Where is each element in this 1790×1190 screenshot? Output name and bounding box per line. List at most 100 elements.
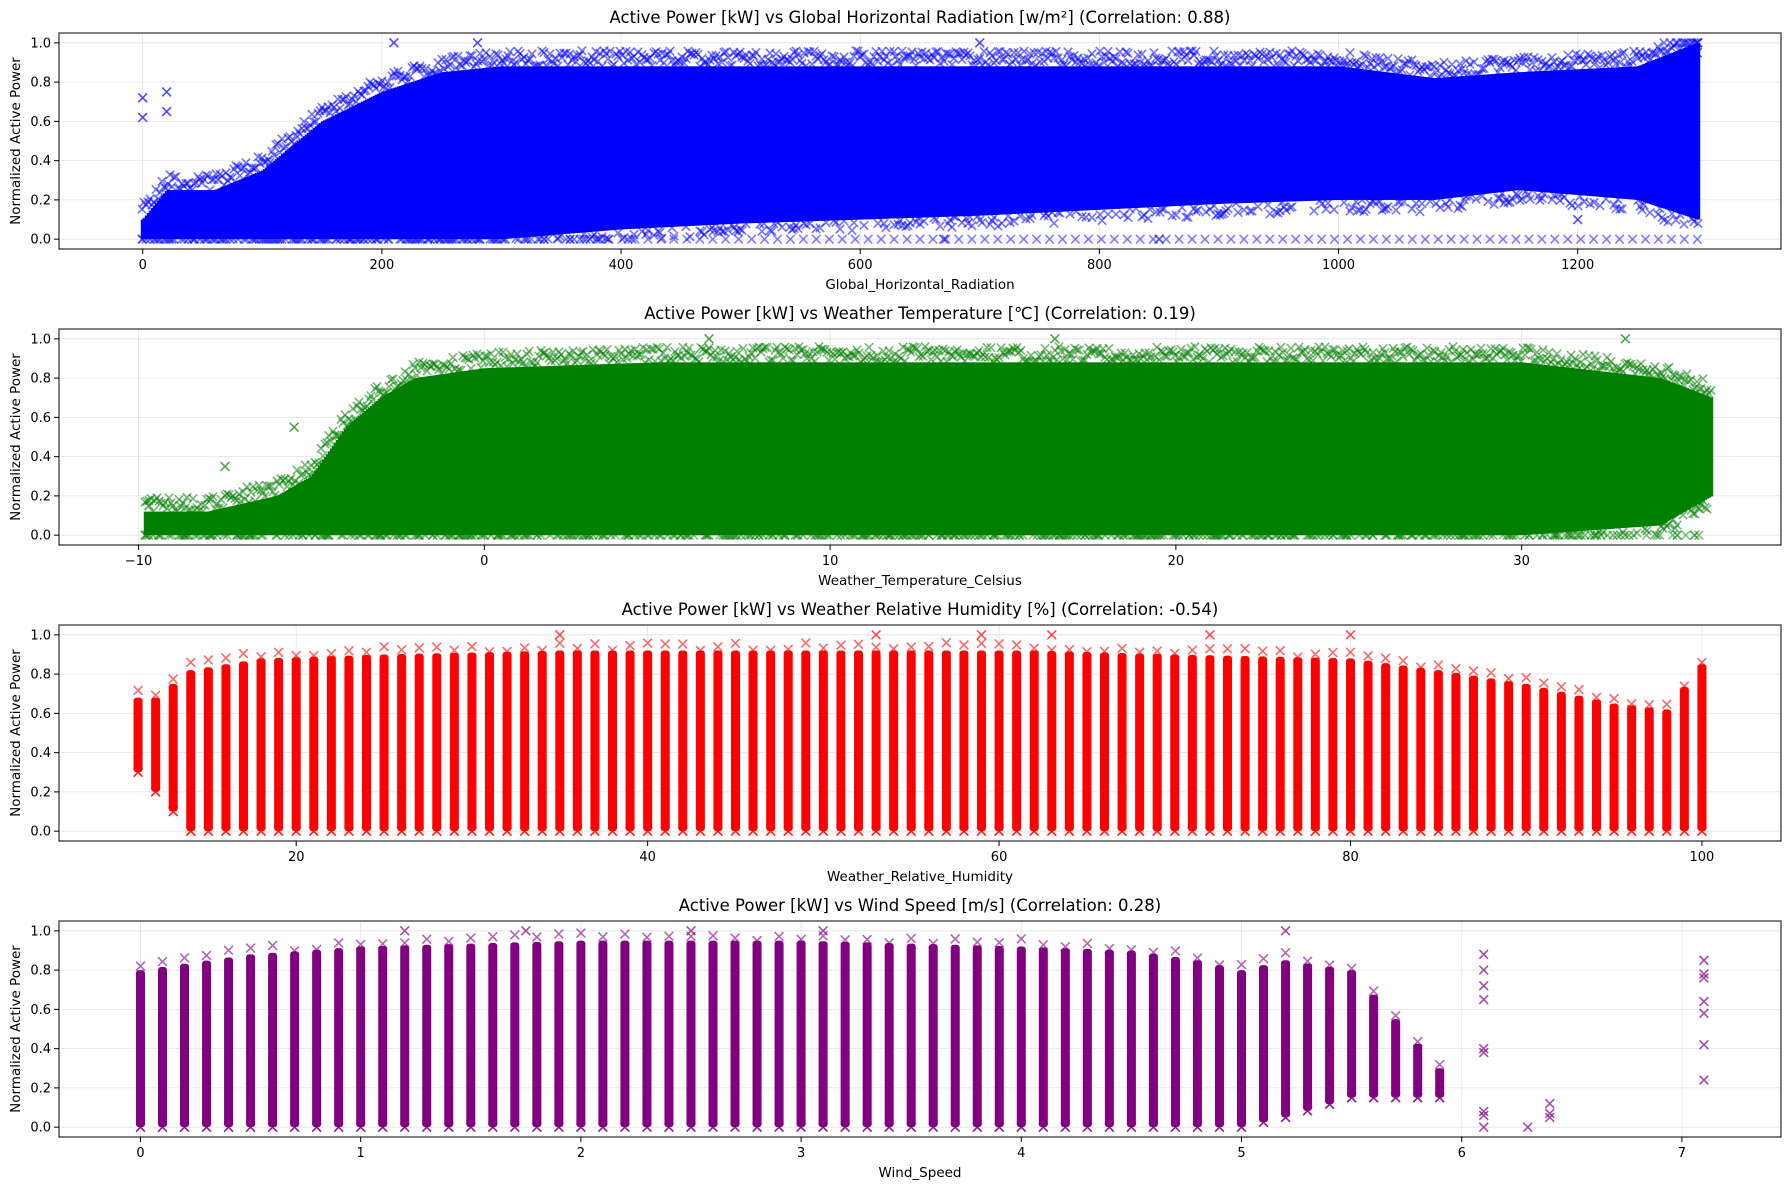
- point-density-column: [1267, 362, 1272, 536]
- point-density-column: [1185, 362, 1190, 536]
- data-point: [793, 49, 803, 60]
- data-point: [1082, 938, 1093, 949]
- data-point: [1309, 55, 1319, 65]
- point-density-column: [1309, 362, 1314, 536]
- point-density-column: [620, 66, 625, 230]
- data-point: [1190, 341, 1200, 352]
- data-point: [649, 530, 660, 540]
- point-density-stripe: [1391, 1019, 1401, 1098]
- point-density-column: [488, 67, 493, 240]
- point-density-stripe: [344, 655, 354, 832]
- point-density-column: [1283, 362, 1288, 536]
- data-point: [1433, 234, 1443, 244]
- data-point: [1591, 826, 1602, 837]
- point-density-stripe: [356, 946, 366, 1128]
- point-density-column: [963, 362, 968, 536]
- data-point: [355, 939, 366, 950]
- point-density-column: [804, 66, 809, 222]
- point-density-column: [219, 508, 224, 536]
- point-density-column: [263, 498, 268, 536]
- point-density-column: [1321, 362, 1326, 536]
- point-density-column: [1462, 76, 1467, 197]
- point-density-column: [511, 367, 516, 536]
- data-point: [1698, 972, 1709, 983]
- point-density-column: [749, 362, 754, 536]
- data-point: [1661, 699, 1672, 710]
- point-density-column: [923, 362, 928, 536]
- data-point: [1005, 234, 1016, 244]
- point-density-column: [279, 493, 284, 536]
- data-point: [1049, 53, 1059, 63]
- point-density-column: [469, 370, 474, 536]
- data-point: [643, 234, 653, 244]
- point-density-column: [1204, 66, 1209, 205]
- point-density-column: [1269, 362, 1274, 536]
- data-point: [571, 530, 581, 540]
- point-density-column: [598, 66, 603, 232]
- point-density-stripe: [1170, 654, 1180, 832]
- point-density-column: [1411, 362, 1416, 536]
- data-point: [1417, 198, 1427, 209]
- point-density-column: [1331, 362, 1336, 536]
- data-point: [1169, 826, 1180, 837]
- point-density-column: [677, 362, 682, 536]
- data-point: [333, 1122, 344, 1133]
- point-density-column: [391, 390, 396, 536]
- point-density-column: [618, 66, 623, 230]
- point-density-column: [1508, 72, 1513, 192]
- point-density-column: [201, 511, 206, 536]
- data-point: [1694, 384, 1704, 394]
- point-density-column: [1494, 73, 1499, 193]
- data-point: [921, 48, 931, 58]
- point-density-column: [142, 217, 147, 240]
- point-density-column: [1351, 362, 1356, 536]
- point-density-column: [600, 66, 605, 231]
- data-point: [1171, 210, 1181, 220]
- point-density-column: [540, 66, 545, 236]
- point-density-column: [651, 362, 656, 536]
- data-point: [948, 351, 958, 362]
- grid: [59, 921, 1781, 1137]
- point-density-column: [187, 511, 192, 536]
- point-density-column: [858, 66, 863, 220]
- data-point: [1634, 365, 1644, 375]
- point-density-column: [1390, 72, 1395, 200]
- point-density-column: [1084, 66, 1089, 211]
- data-point: [780, 530, 790, 540]
- point-density-column: [584, 66, 589, 233]
- data-point: [397, 234, 407, 244]
- point-density-column: [1002, 66, 1007, 215]
- data-point: [935, 221, 945, 231]
- point-density-column: [233, 505, 238, 536]
- point-density-column: [617, 363, 622, 536]
- point-density-column: [755, 362, 760, 536]
- point-density-column: [478, 68, 483, 240]
- point-density-column: [1417, 362, 1422, 536]
- point-density-column: [1382, 71, 1387, 200]
- data-point: [388, 530, 399, 540]
- point-density-column: [857, 362, 862, 536]
- data-point: [1468, 666, 1479, 676]
- point-density-column: [1279, 362, 1284, 536]
- point-density-column: [232, 182, 237, 240]
- data-point: [972, 1122, 983, 1133]
- point-density-column: [1431, 362, 1436, 536]
- point-density-column: [827, 362, 832, 536]
- data-point: [1225, 58, 1235, 69]
- point-density-column: [819, 362, 824, 536]
- point-density-column: [1007, 362, 1012, 536]
- point-density-column: [946, 66, 951, 217]
- point-density-column: [979, 362, 984, 536]
- data-point: [976, 826, 987, 837]
- point-density-column: [519, 367, 524, 536]
- point-density-stripe: [466, 943, 476, 1128]
- point-density-stripe: [397, 654, 407, 832]
- point-density-stripe: [1281, 960, 1291, 1118]
- point-density-column: [450, 71, 455, 240]
- point-density-stripe: [256, 658, 266, 832]
- point-density-column: [1575, 368, 1580, 532]
- point-density-column: [966, 66, 971, 217]
- point-density-column: [1410, 75, 1415, 200]
- data-point: [326, 826, 337, 837]
- point-density-column: [1559, 366, 1564, 533]
